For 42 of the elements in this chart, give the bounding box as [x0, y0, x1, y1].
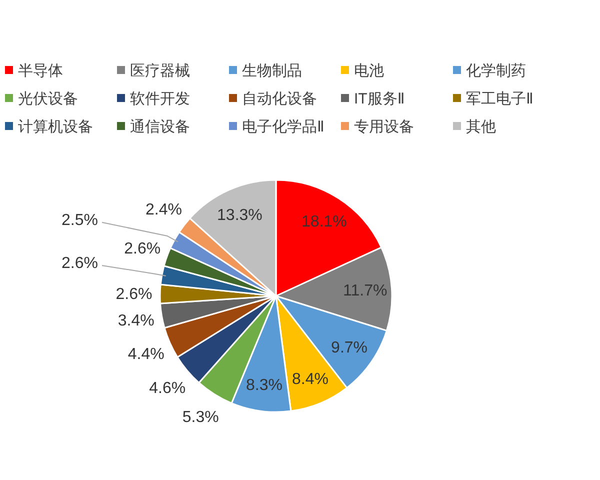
legend-label: 医疗器械	[130, 62, 190, 80]
legend-item: 软件开发	[117, 90, 190, 108]
legend-item: 军工电子Ⅱ	[453, 90, 534, 108]
legend-item: 自动化设备	[229, 90, 317, 108]
data-label: 5.3%	[182, 408, 219, 426]
legend-label: 半导体	[18, 62, 63, 80]
data-label: 9.7%	[331, 340, 368, 357]
legend-item: 其他	[453, 118, 496, 136]
data-label: 2.6%	[124, 240, 161, 258]
data-label: 18.1%	[301, 213, 347, 230]
legend-label: 化学制药	[466, 62, 526, 80]
data-label: 2.5%	[62, 212, 98, 229]
legend-label: 电池	[354, 62, 384, 80]
legend-item: 医疗器械	[117, 62, 190, 80]
legend-item: 电池	[341, 62, 384, 80]
legend-label: 生物制品	[242, 62, 302, 80]
legend-label: 其他	[466, 118, 496, 136]
legend-item: IT服务Ⅱ	[341, 90, 405, 108]
legend-item: 化学制药	[453, 62, 526, 80]
data-label: 4.6%	[149, 380, 186, 397]
data-label: 8.3%	[246, 377, 282, 394]
data-label: 2.6%	[116, 286, 152, 304]
legend-label: IT服务Ⅱ	[354, 90, 405, 108]
data-label: 2.6%	[62, 254, 98, 272]
data-label: 4.4%	[128, 346, 164, 363]
data-label: 3.4%	[118, 312, 154, 330]
legend-item: 光伏设备	[5, 90, 78, 108]
legend-item: 通信设备	[117, 118, 190, 136]
legend-item: 半导体	[5, 62, 63, 80]
legend-item: 电子化学品Ⅱ	[229, 118, 324, 136]
data-label: 11.7%	[343, 282, 388, 300]
legend-item: 计算机设备	[5, 118, 93, 136]
data-label: 13.3%	[217, 206, 262, 224]
legend-item: 生物制品	[229, 62, 302, 80]
data-label: 8.4%	[292, 371, 328, 388]
data-label: 2.4%	[145, 202, 182, 219]
legend-label: 军工电子Ⅱ	[466, 90, 534, 108]
legend-label: 光伏设备	[18, 90, 78, 108]
legend-item: 专用设备	[341, 118, 414, 136]
legend-label: 通信设备	[130, 118, 190, 136]
legend-label: 专用设备	[354, 118, 414, 136]
legend-label: 软件开发	[130, 90, 190, 108]
